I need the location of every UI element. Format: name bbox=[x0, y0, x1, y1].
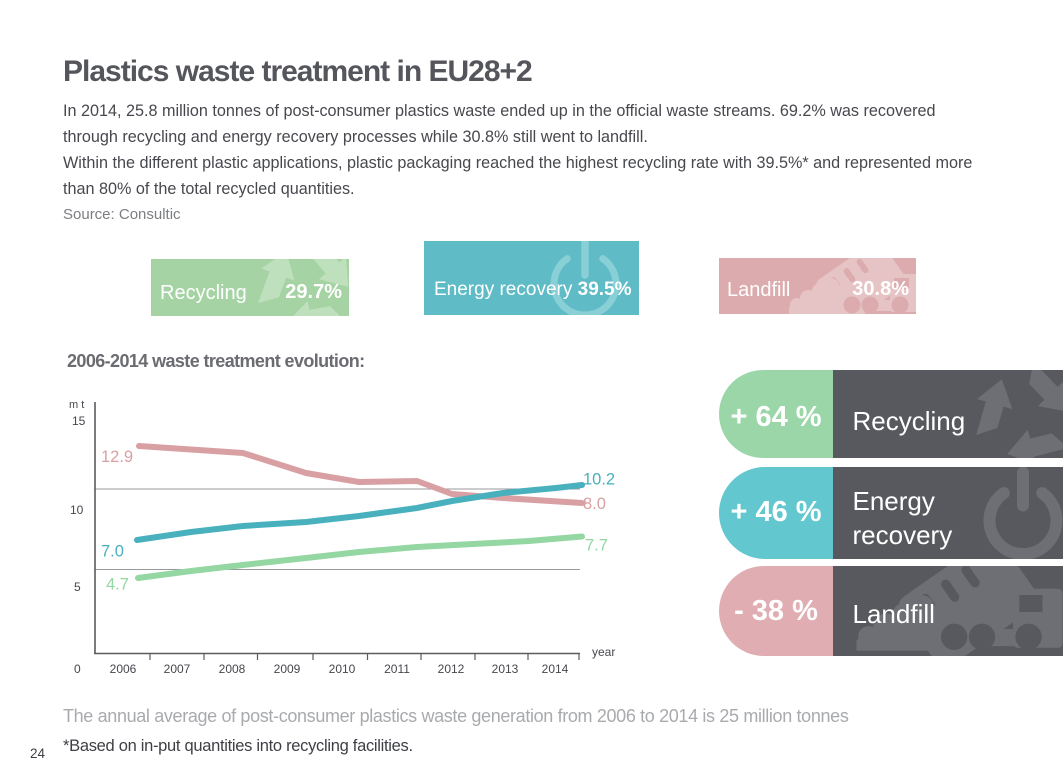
svg-text:2010: 2010 bbox=[329, 662, 356, 676]
svg-text:2011: 2011 bbox=[384, 662, 410, 676]
svg-text:2012: 2012 bbox=[438, 662, 465, 676]
svg-text:2007: 2007 bbox=[164, 662, 191, 676]
svg-text:7.0: 7.0 bbox=[101, 543, 124, 561]
svg-text:m t: m t bbox=[69, 399, 84, 411]
svg-text:15: 15 bbox=[72, 414, 86, 428]
svg-text:5: 5 bbox=[74, 580, 81, 594]
svg-text:4.7: 4.7 bbox=[106, 576, 129, 594]
svg-text:2013: 2013 bbox=[492, 662, 519, 676]
svg-text:0: 0 bbox=[74, 662, 81, 676]
svg-text:12.9: 12.9 bbox=[101, 448, 133, 466]
svg-text:2008: 2008 bbox=[219, 662, 246, 676]
svg-text:7.7: 7.7 bbox=[585, 537, 608, 555]
svg-text:2006: 2006 bbox=[110, 662, 137, 676]
svg-text:2009: 2009 bbox=[274, 662, 301, 676]
svg-text:2014: 2014 bbox=[542, 662, 569, 676]
svg-text:8.0: 8.0 bbox=[583, 495, 606, 513]
svg-text:10.2: 10.2 bbox=[583, 471, 615, 489]
svg-text:year: year bbox=[592, 645, 615, 659]
svg-text:10: 10 bbox=[70, 503, 84, 517]
